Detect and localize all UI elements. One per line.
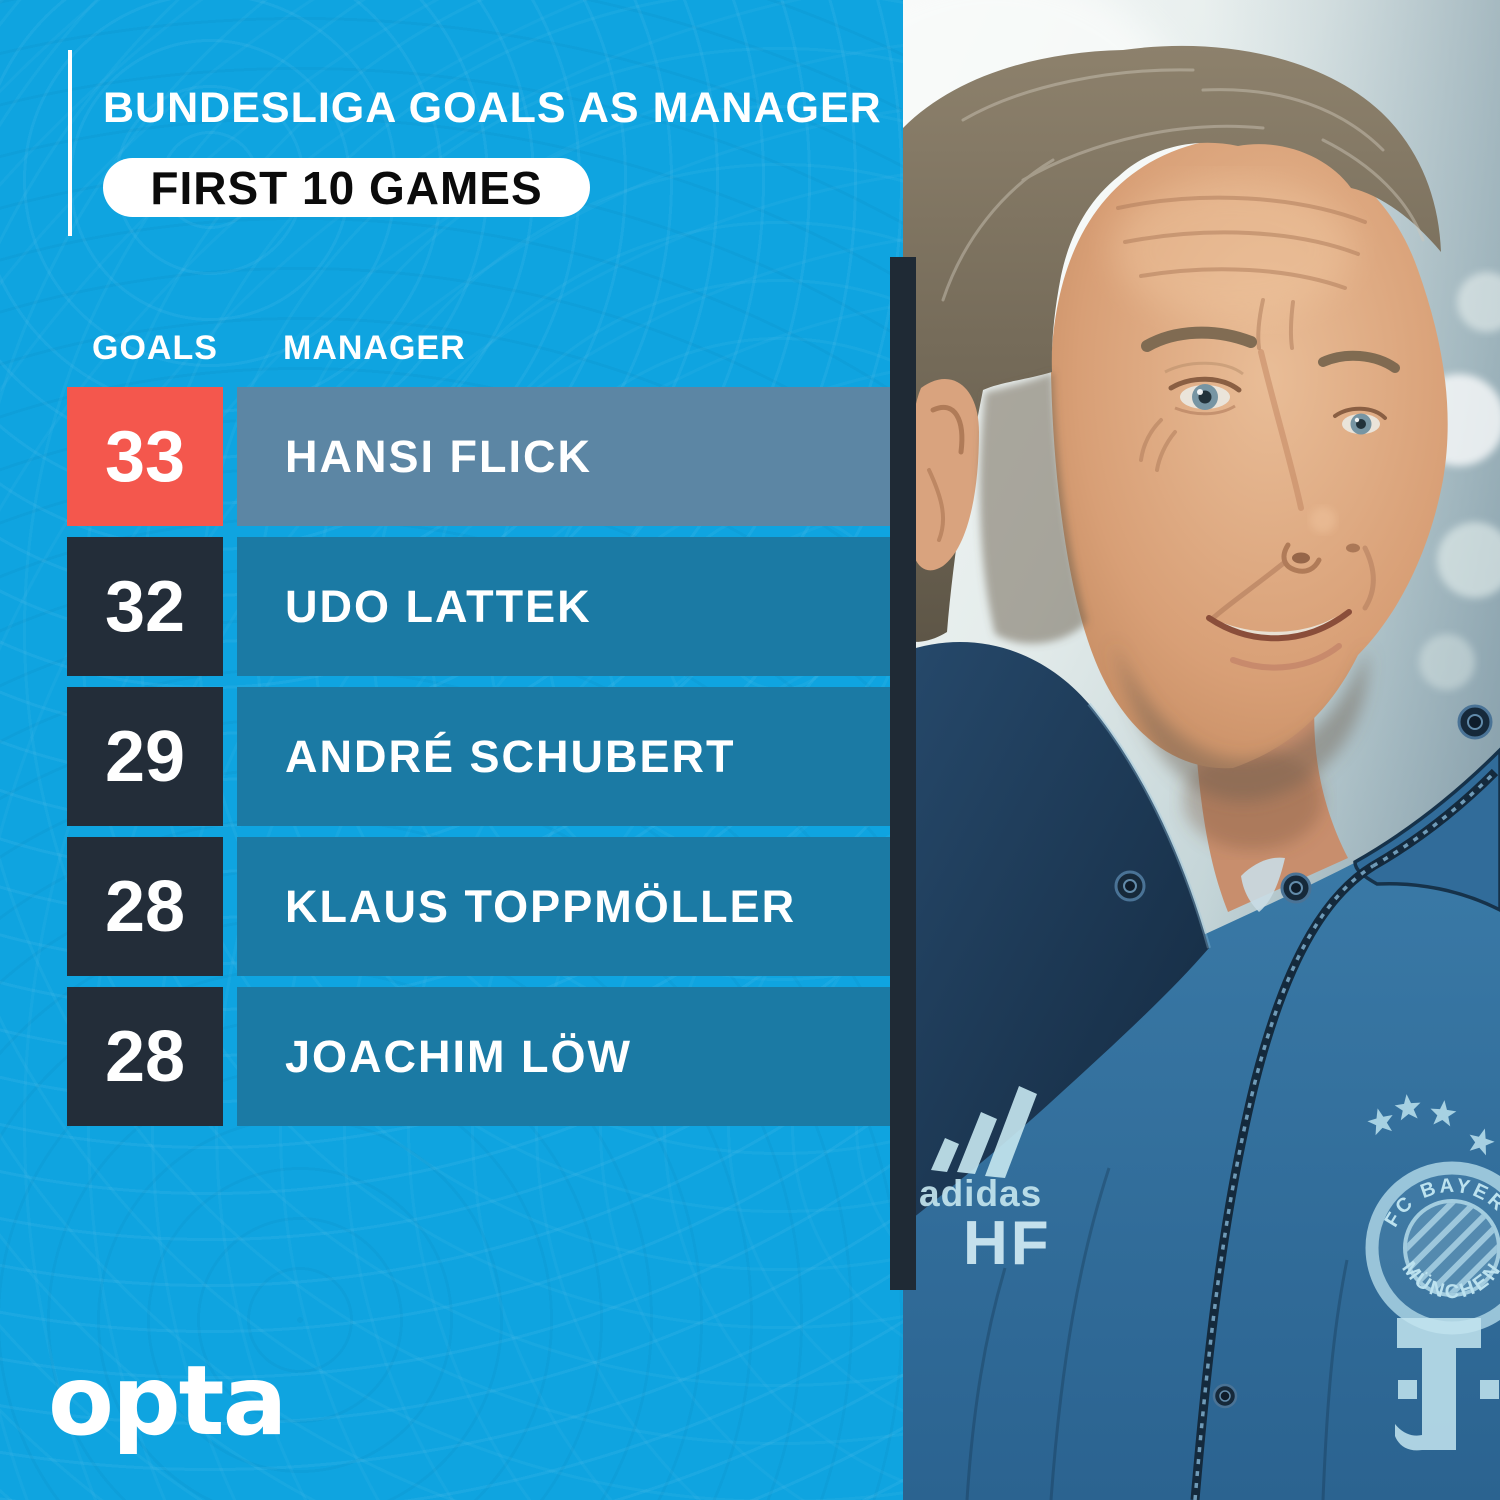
manager-name: ANDRÉ SCHUBERT xyxy=(237,687,890,826)
manager-name: KLAUS TOPPMÖLLER xyxy=(237,837,890,976)
chin-stubble xyxy=(1113,640,1368,802)
table-row: 28 JOACHIM LÖW xyxy=(0,987,903,1126)
mouth-smile xyxy=(1206,545,1376,671)
table-row: 33 HANSI FLICK xyxy=(0,387,903,526)
title-accent-line xyxy=(68,50,72,236)
bayern-crest: FC BAYERN MÜNCHEN xyxy=(1365,1161,1500,1335)
goals-value: 29 xyxy=(67,687,223,826)
adidas-logo: adidas xyxy=(919,1086,1042,1214)
adidas-wordmark: adidas xyxy=(919,1173,1042,1214)
hansi-flick-photo: adidas HF FC BAYERN MÜNCHEN xyxy=(903,0,1500,1500)
page-title: BUNDESLIGA GOALS AS MANAGER xyxy=(103,84,882,132)
jacket xyxy=(903,757,1500,1500)
manager-name: UDO LATTEK xyxy=(237,537,890,676)
zipper xyxy=(1190,768,1499,1500)
goals-value: 33 xyxy=(67,387,223,526)
sideburn xyxy=(979,372,1087,644)
eyebrows xyxy=(1141,326,1400,373)
table-row: 28 KLAUS TOPPMÖLLER xyxy=(0,837,903,976)
subtitle-badge-label: FIRST 10 GAMES xyxy=(150,161,543,214)
column-header-goals: GOALS xyxy=(92,329,218,367)
opta-logo: opta xyxy=(48,1345,287,1457)
table-divider-bar xyxy=(890,257,916,1290)
jacket-seams xyxy=(965,1167,1349,1500)
hair-highlights xyxy=(941,68,1425,302)
jacket-collar-left xyxy=(903,642,1209,1226)
column-header-manager: MANAGER xyxy=(283,329,466,367)
manager-name: JOACHIM LÖW xyxy=(237,987,890,1126)
forehead-highlight xyxy=(1113,180,1353,320)
subtitle-badge: FIRST 10 GAMES xyxy=(103,158,590,217)
jacket-initials: HF xyxy=(963,1209,1052,1278)
eyes xyxy=(1164,361,1387,435)
shirt-collar xyxy=(1241,857,1285,912)
portrait-illustration: adidas HF FC BAYERN MÜNCHEN xyxy=(903,0,1500,1500)
table-row: 29 ANDRÉ SCHUBERT xyxy=(0,687,903,826)
hair xyxy=(903,45,1441,642)
collar-edge-highlight xyxy=(1087,702,1211,949)
table-row: 32 UDO LATTEK xyxy=(0,537,903,676)
telekom-logo xyxy=(1395,1318,1499,1451)
ear xyxy=(908,379,979,571)
goals-value: 28 xyxy=(67,837,223,976)
snap-buttons xyxy=(1114,704,1493,1409)
goals-value: 32 xyxy=(67,537,223,676)
goals-value: 28 xyxy=(67,987,223,1126)
manager-name: HANSI FLICK xyxy=(237,387,890,526)
nose xyxy=(1258,349,1360,574)
forehead-wrinkles xyxy=(1116,195,1367,472)
